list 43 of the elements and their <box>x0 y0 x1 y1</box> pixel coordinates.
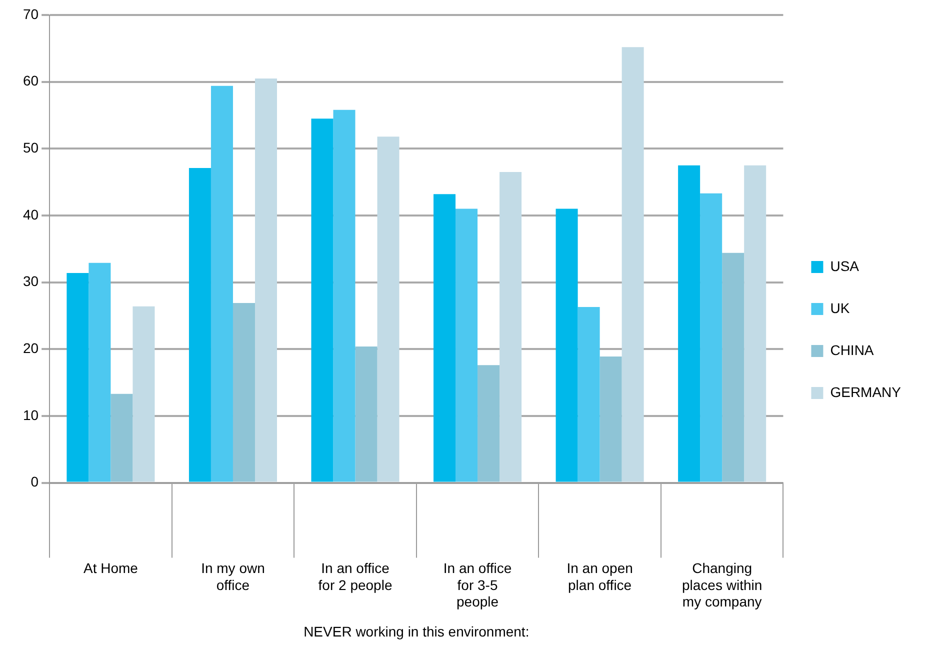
x-tick-label: Changing places within my company <box>682 560 762 610</box>
y-tick-label: 60 <box>22 72 39 89</box>
legend-label: CHINA <box>830 342 874 358</box>
x-tick-label: In an office for 3-5 people <box>443 560 512 610</box>
x-axis-title: NEVER working in this environment: <box>304 623 530 640</box>
bar <box>110 394 133 482</box>
legend-label: USA <box>830 258 860 274</box>
y-tick-label: 20 <box>22 340 39 356</box>
bar <box>500 172 522 482</box>
bar <box>600 356 622 482</box>
bar <box>188 168 211 482</box>
y-tick-label: 40 <box>22 206 39 222</box>
bar <box>355 346 378 482</box>
bar <box>556 208 578 482</box>
y-tick-label: 10 <box>22 406 39 423</box>
bar <box>456 208 478 482</box>
bar <box>478 365 500 482</box>
bar <box>678 165 700 482</box>
bar <box>232 303 255 482</box>
legend-label: GERMANY <box>830 384 902 400</box>
bar <box>434 194 456 482</box>
bar <box>66 272 89 482</box>
bar <box>210 86 233 482</box>
y-tick-label: 50 <box>22 140 39 156</box>
y-tick-label: 30 <box>22 273 39 290</box>
y-tick-label: 0 <box>30 474 39 490</box>
x-tick-label: In an office for 2 people <box>318 560 392 593</box>
bar <box>700 193 722 482</box>
bar <box>254 78 277 482</box>
bar <box>744 165 766 482</box>
legend-label: UK <box>830 300 850 316</box>
bar <box>88 262 111 482</box>
x-tick-label: At Home <box>83 560 138 576</box>
y-tick-label: 70 <box>22 6 39 22</box>
bar <box>578 307 600 482</box>
bar <box>333 110 356 482</box>
bar <box>311 118 334 482</box>
x-tick-label: In an open plan office <box>566 560 633 593</box>
x-tick-label: In my own office <box>201 560 265 593</box>
bar <box>622 47 644 482</box>
bar <box>722 252 744 482</box>
bar <box>377 136 400 482</box>
bar <box>132 306 155 482</box>
